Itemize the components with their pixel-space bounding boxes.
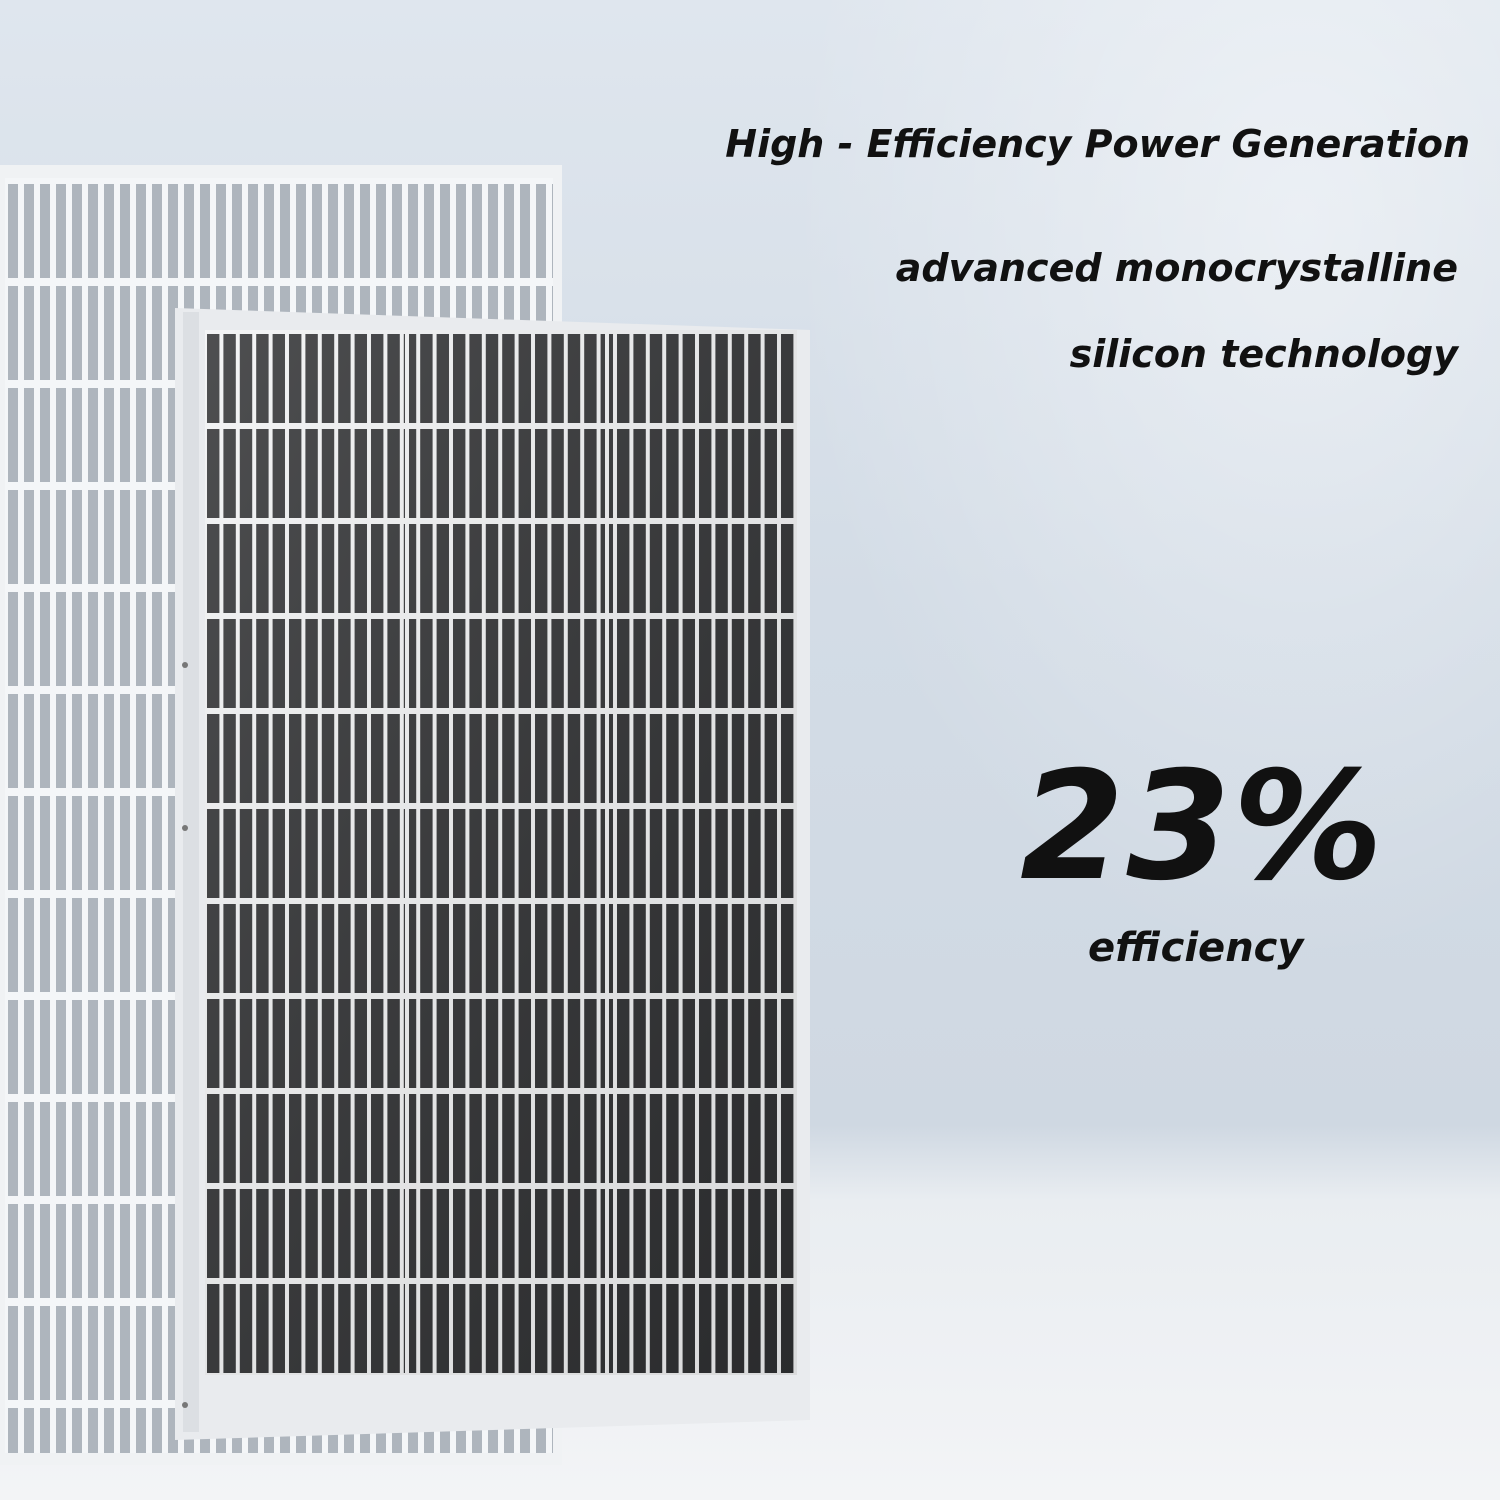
subline-1: advanced monocrystalline <box>895 246 1458 290</box>
background-light <box>700 0 1500 1100</box>
headline: High - Efficiency Power Generation <box>725 122 1470 166</box>
front-solar-panel <box>175 308 810 1440</box>
subline-2: silicon technology <box>1069 332 1458 376</box>
efficiency-label: efficiency <box>1088 925 1304 971</box>
efficiency-value: 23% <box>1020 740 1386 914</box>
